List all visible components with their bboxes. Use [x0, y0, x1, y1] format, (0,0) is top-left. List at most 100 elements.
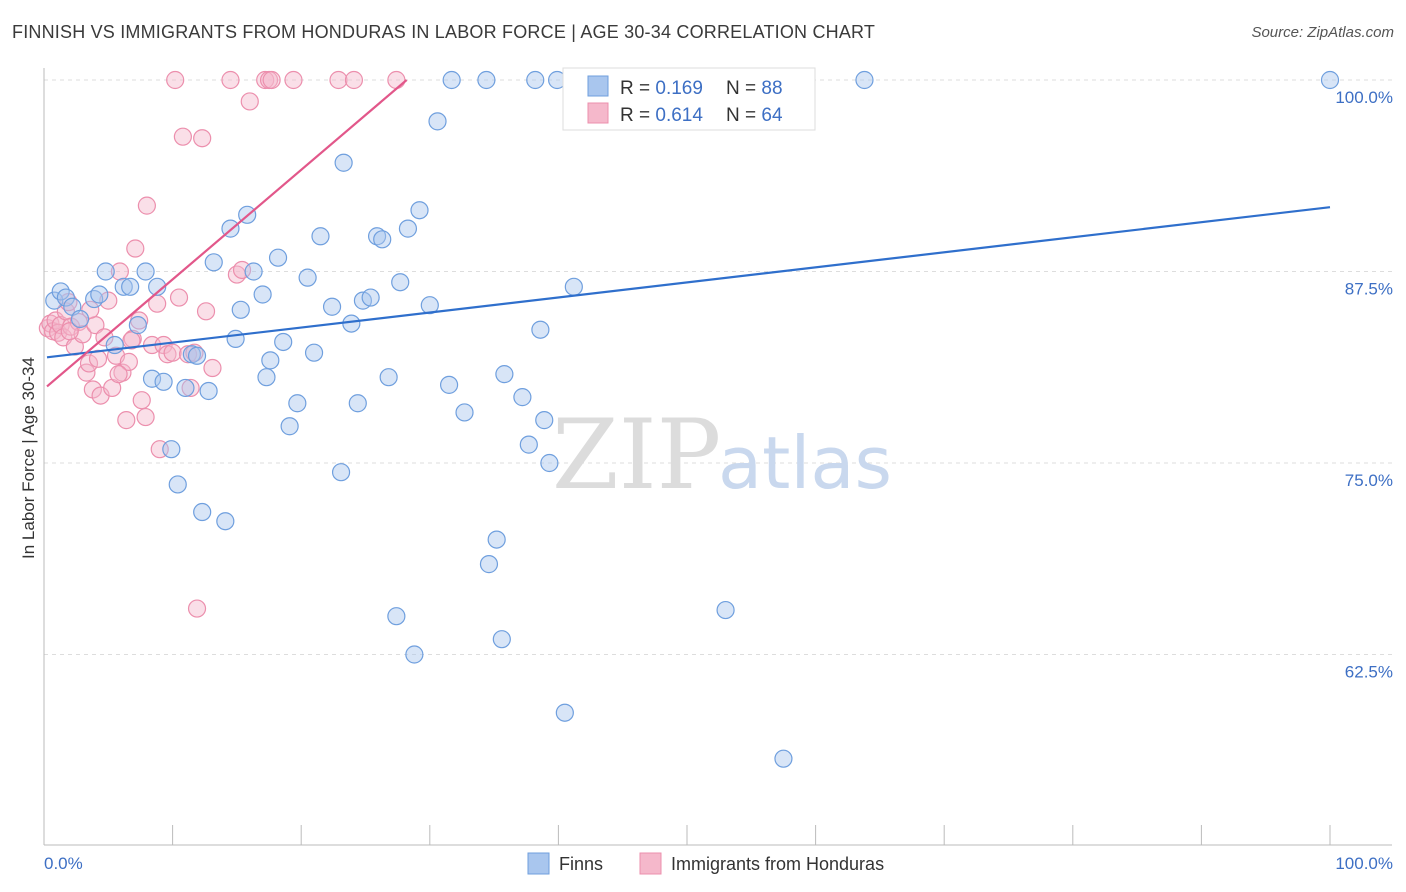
- axes-layer: [43, 68, 1392, 846]
- honduras-point-41: [173, 127, 192, 146]
- finns-point-78: [774, 749, 793, 768]
- finns-point-15: [154, 372, 173, 391]
- honduras-point-60: [81, 300, 100, 319]
- honduras-point-45: [187, 599, 207, 618]
- finns-point-10: [121, 277, 140, 296]
- honduras-points: [38, 70, 406, 618]
- stats-legend-hond-n-value: 64: [761, 105, 783, 126]
- honduras-point-42: [178, 345, 198, 364]
- y-tick-label-100: 100.0%: [1335, 88, 1393, 107]
- y-tick-label-87-5: 87.5%: [1345, 280, 1393, 299]
- bottom-legend-finns-label: Finns: [559, 854, 603, 874]
- finns-point-62: [487, 530, 506, 549]
- honduras-point-63: [109, 365, 128, 384]
- finns-point-49: [379, 368, 398, 387]
- finns-point-43: [342, 314, 361, 333]
- finns-point-67: [526, 70, 545, 90]
- finns-point-20: [187, 346, 207, 365]
- finns-point-42: [334, 153, 353, 172]
- y-tick-labels: 62.5% 75.0% 87.5% 100.0%: [1335, 88, 1393, 682]
- finns-point-21: [193, 502, 212, 522]
- watermark-atlas: atlas: [718, 421, 892, 505]
- honduras-point-62: [122, 331, 141, 350]
- finns-point-29: [244, 262, 263, 281]
- finns-point-58: [442, 70, 461, 90]
- finns-point-53: [405, 645, 424, 664]
- x-tick-label-0: 0.0%: [44, 854, 83, 873]
- y-tick-label-75: 75.0%: [1345, 471, 1393, 490]
- trend-lines: [46, 79, 1331, 388]
- finns-point-56: [428, 112, 447, 131]
- finns-point-31: [257, 368, 276, 387]
- honduras-point-58: [344, 70, 364, 90]
- finns-point-76: [716, 600, 735, 620]
- finns-point-59: [455, 403, 474, 422]
- finns-point-70: [540, 453, 559, 473]
- honduras-point-30: [132, 391, 151, 410]
- stats-legend-hond-n-label: N = 64: [726, 105, 783, 126]
- finns-point-26: [226, 329, 245, 349]
- honduras-point-31: [136, 407, 155, 427]
- honduras-point-26: [119, 352, 138, 371]
- finns-point-33: [268, 248, 288, 267]
- finns-point-61: [479, 555, 499, 574]
- finns-point-17: [168, 475, 187, 494]
- finns-point-55: [420, 296, 439, 315]
- honduras-point-56: [284, 70, 303, 90]
- honduras-point-38: [163, 343, 182, 362]
- finns-point-9: [114, 277, 133, 296]
- finns-point-47: [367, 227, 387, 246]
- finns-point-40: [322, 297, 342, 316]
- stats-legend-finns-n-value: 88: [761, 78, 782, 99]
- finns-point-7: [96, 262, 115, 281]
- finns-point-44: [348, 394, 367, 413]
- finns-point-48: [373, 230, 392, 249]
- honduras-point-25: [117, 411, 136, 430]
- honduras-point-40: [169, 288, 189, 307]
- finns-point-24: [216, 512, 235, 531]
- watermark: ZIP atlas: [552, 399, 892, 511]
- finns-point-23: [204, 253, 223, 272]
- x-tick-label-100: 100.0%: [1335, 854, 1393, 873]
- honduras-trend-line: [46, 79, 408, 388]
- honduras-point-59: [387, 70, 406, 90]
- finns-point-38: [304, 343, 324, 362]
- finns-point-79: [855, 70, 874, 90]
- honduras-point-39: [166, 70, 185, 90]
- finns-point-64: [495, 365, 514, 384]
- honduras-point-52: [240, 92, 259, 111]
- honduras-point-61: [60, 322, 79, 341]
- finns-point-13: [142, 369, 162, 388]
- honduras-point-43: [181, 378, 200, 398]
- finns-point-50: [387, 607, 406, 626]
- y-tick-label-62-5: 62.5%: [1345, 663, 1393, 682]
- stats-legend: R = 0.169 N = 88 R = 0.614 N = 64: [562, 67, 816, 131]
- honduras-point-53: [256, 70, 275, 90]
- honduras-point-49: [221, 70, 240, 90]
- honduras-point-20: [99, 291, 118, 310]
- honduras-point-14: [79, 354, 99, 373]
- finns-point-69: [535, 411, 554, 430]
- finns-trend-line: [46, 206, 1331, 359]
- honduras-point-48: [203, 358, 222, 378]
- stats-legend-finns-n-label: N = 88: [726, 78, 783, 99]
- finns-point-66: [519, 435, 538, 454]
- honduras-point-57: [329, 70, 348, 90]
- chart-source: Source: ZipAtlas.com: [1251, 24, 1394, 41]
- finns-point-0: [45, 291, 64, 310]
- finns-point-2: [56, 288, 75, 307]
- finns-point-6: [90, 285, 109, 304]
- honduras-point-46: [193, 129, 212, 148]
- honduras-point-28: [126, 239, 145, 258]
- finns-point-30: [253, 285, 272, 304]
- finns-point-80: [1320, 70, 1340, 90]
- finns-point-14: [148, 277, 167, 296]
- finns-point-35: [280, 417, 299, 436]
- finns-point-72: [555, 703, 574, 722]
- stats-legend-finns-r-value: 0.169: [655, 78, 703, 99]
- x-tick-labels: 0.0% 100.0%: [44, 854, 1393, 873]
- finns-point-32: [261, 351, 280, 370]
- finns-point-11: [128, 316, 147, 335]
- finns-point-46: [361, 288, 380, 307]
